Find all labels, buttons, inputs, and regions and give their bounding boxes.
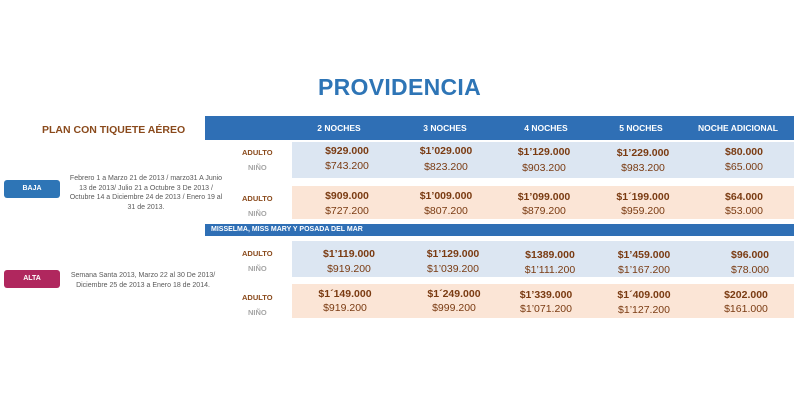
- column-header: 2 NOCHES: [317, 123, 361, 133]
- row-label-adulto: ADULTO: [242, 148, 273, 157]
- row-label-nino: NIÑO: [248, 163, 267, 172]
- price-nino: $65.000: [725, 161, 763, 173]
- price-nino: $53.000: [725, 205, 763, 217]
- row-label-adulto: ADULTO: [242, 293, 273, 302]
- price-adulto: $1’029.000: [419, 145, 473, 157]
- price-nino: $879.200: [522, 205, 566, 217]
- column-header: NOCHE ADICIONAL: [698, 123, 778, 133]
- row-label-nino: NIÑO: [248, 308, 267, 317]
- price-nino: $903.200: [522, 162, 566, 174]
- column-header: 4 NOCHES: [524, 123, 568, 133]
- price-block: [292, 284, 794, 318]
- row-label-nino: NIÑO: [248, 209, 267, 218]
- price-adulto: $1´149.000: [318, 288, 372, 300]
- price-adulto: $1’129.000: [517, 146, 571, 158]
- price-nino: $959.200: [621, 205, 665, 217]
- row-label-adulto: ADULTO: [242, 249, 273, 258]
- price-adulto: $1’339.000: [519, 289, 573, 301]
- price-adulto: $80.000: [725, 146, 763, 158]
- price-nino: $1’071.200: [520, 303, 572, 315]
- column-header: 5 NOCHES: [619, 123, 663, 133]
- price-block: [292, 186, 794, 219]
- row-label-nino: NIÑO: [248, 264, 267, 273]
- price-nino: $743.200: [325, 160, 369, 172]
- price-nino: $1’127.200: [618, 304, 670, 316]
- season-dates-alta: Semana Santa 2013, Marzo 22 al 30 De 201…: [70, 272, 216, 289]
- price-adulto: $1´199.000: [616, 191, 670, 203]
- price-nino: $1’111.200: [524, 264, 576, 276]
- price-adulto: $64.000: [725, 191, 763, 203]
- column-header: 3 NOCHES: [423, 123, 467, 133]
- price-nino: $807.200: [424, 205, 468, 217]
- price-adulto: $96.000: [731, 249, 769, 261]
- price-nino: $823.200: [424, 161, 468, 173]
- price-adulto: $929.000: [325, 145, 369, 157]
- price-adulto: $909.000: [325, 190, 369, 202]
- row-label-adulto: ADULTO: [242, 194, 273, 203]
- price-nino: $78.000: [731, 264, 769, 276]
- price-adulto: $1’229.000: [616, 147, 670, 159]
- price-adulto: $1’009.000: [419, 190, 473, 202]
- price-nino: $161.000: [724, 303, 768, 315]
- price-block: [292, 241, 794, 277]
- plan-label: PLAN CON TIQUETE AÉREO: [42, 124, 186, 136]
- price-nino: $727.200: [325, 205, 369, 217]
- hotel-group-bar: MISSELMA, MISS MARY Y POSADA DEL MAR: [205, 224, 794, 236]
- price-nino: $919.200: [323, 302, 367, 314]
- price-block: [292, 142, 794, 178]
- price-adulto: $1’119.000: [323, 248, 375, 260]
- price-nino: $919.200: [327, 263, 371, 275]
- season-badge-alta: ALTA: [4, 270, 60, 288]
- column-header-bar: 2 NOCHES 3 NOCHES 4 NOCHES 5 NOCHES NOCH…: [205, 116, 794, 140]
- price-adulto: $1’099.000: [517, 191, 571, 203]
- price-adulto: $202.000: [724, 289, 768, 301]
- price-nino: $983.200: [621, 162, 665, 174]
- season-dates-baja: Febrero 1 a Marzo 21 de 2013 / marzo31 A…: [69, 175, 223, 211]
- price-nino: $1’167.200: [618, 264, 670, 276]
- price-nino: $999.200: [432, 302, 476, 314]
- price-adulto: $1´409.000: [617, 289, 671, 301]
- price-adulto: $1’129.000: [426, 248, 480, 260]
- page-title: PROVIDENCIA: [317, 74, 482, 100]
- price-nino: $1’039.200: [427, 263, 479, 275]
- price-adulto: $1´249.000: [427, 288, 481, 300]
- season-badge-baja: BAJA: [4, 180, 60, 198]
- price-adulto: $1’459.000: [617, 249, 671, 261]
- price-adulto: $1389.000: [525, 249, 575, 261]
